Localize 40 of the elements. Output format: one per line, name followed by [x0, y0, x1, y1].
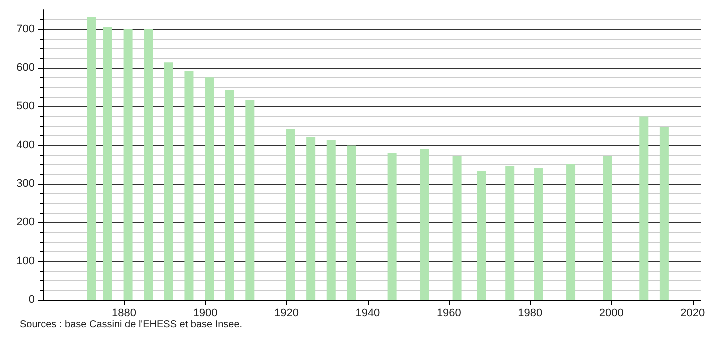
bar [184, 71, 194, 300]
source-note: Sources : base Cassini de l'EHESS et base Insee. [20, 320, 243, 330]
bar [420, 149, 430, 300]
bar [326, 140, 336, 300]
bar [103, 27, 112, 300]
bar [534, 168, 544, 300]
y-tick-label: 600 [16, 62, 35, 74]
bar [246, 100, 255, 300]
y-tick-label: 300 [16, 178, 35, 190]
y-tick-label: 500 [16, 100, 35, 113]
x-tick-label: 1880 [112, 308, 136, 320]
x-tick-label: 1980 [518, 308, 543, 320]
bar [164, 62, 174, 300]
bar [205, 78, 214, 300]
x-tick-label: 1940 [356, 308, 380, 320]
bar [477, 171, 486, 300]
y-tick-label: 400 [16, 139, 35, 152]
bar [306, 137, 316, 300]
x-tick-label: 1960 [436, 308, 462, 320]
bar [347, 146, 356, 300]
bar [144, 29, 154, 300]
bar [286, 129, 296, 300]
bar [225, 90, 234, 300]
x-tick-label: 1900 [193, 308, 218, 320]
y-tick-label: 200 [16, 216, 35, 229]
y-tick-label: 0 [28, 294, 35, 306]
y-tick-label: 700 [16, 23, 35, 36]
x-tick-label: 2000 [599, 308, 624, 320]
x-tick-label: 1920 [274, 308, 299, 320]
bar [660, 128, 669, 300]
bar [603, 156, 612, 300]
y-tick-label: 100 [16, 255, 35, 268]
bar [388, 153, 397, 300]
bar [124, 29, 133, 300]
bar [87, 16, 96, 300]
bar [566, 164, 576, 300]
bar [506, 166, 515, 300]
x-tick-label: 2020 [680, 308, 706, 320]
bar [452, 156, 462, 300]
bar [640, 116, 649, 300]
